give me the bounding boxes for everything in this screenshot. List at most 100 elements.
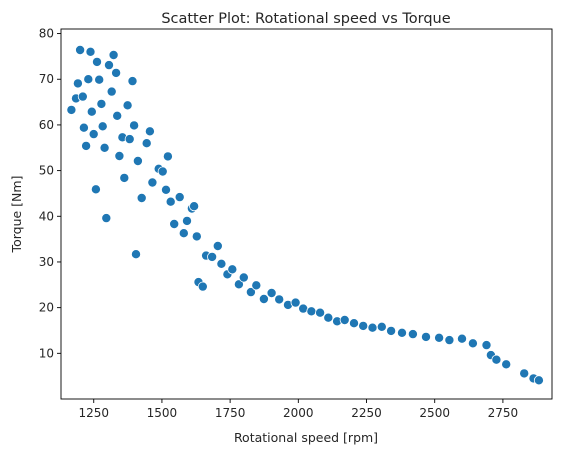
y-axis-label: Torque [Nm] — [9, 176, 24, 254]
data-point — [467, 338, 478, 349]
data-point — [207, 251, 218, 262]
data-point — [238, 272, 249, 283]
data-point — [323, 312, 334, 323]
x-tick-label: 1500 — [147, 406, 178, 420]
data-point — [491, 354, 502, 365]
data-point — [99, 142, 110, 153]
data-point — [169, 218, 180, 229]
data-point — [144, 126, 155, 137]
data-point — [178, 228, 189, 239]
data-point — [66, 104, 77, 115]
data-point — [86, 106, 97, 117]
x-tick-label: 2000 — [283, 406, 314, 420]
data-point — [165, 196, 176, 207]
data-point — [78, 122, 89, 133]
data-point — [227, 264, 238, 275]
data-point — [72, 78, 83, 89]
data-point — [434, 332, 445, 343]
data-point — [136, 192, 147, 203]
data-point — [386, 325, 397, 336]
plot-area — [61, 29, 552, 399]
y-tick-label: 50 — [39, 164, 54, 178]
data-point — [108, 50, 119, 61]
data-point — [96, 98, 107, 109]
x-tick-label: 2750 — [488, 406, 519, 420]
data-point — [112, 110, 123, 121]
data-point — [111, 67, 122, 78]
plot-frame — [60, 28, 553, 400]
data-point — [81, 140, 92, 151]
data-point — [181, 215, 192, 226]
data-point — [97, 121, 108, 132]
x-axis-label: Rotational speed [rpm] — [234, 430, 378, 445]
data-point — [339, 314, 350, 325]
data-point — [251, 280, 262, 291]
data-point — [407, 329, 418, 340]
y-tick-label: 80 — [39, 27, 54, 41]
x-axis-ticks: 1250 1500 1750 2000 2250 2500 2750 — [78, 399, 518, 420]
data-point — [189, 201, 200, 212]
data-point — [75, 45, 86, 56]
y-tick-label: 40 — [39, 209, 54, 223]
data-point — [132, 155, 143, 166]
y-axis-ticks: 10 20 30 40 50 60 70 80 — [39, 27, 61, 360]
points-layer — [66, 45, 544, 386]
data-point — [124, 134, 135, 145]
data-point — [298, 303, 309, 314]
data-point — [88, 129, 99, 140]
data-point — [358, 320, 369, 331]
x-tick-label: 2250 — [351, 406, 382, 420]
data-point — [157, 166, 168, 177]
data-point — [233, 279, 244, 290]
data-point — [245, 287, 256, 298]
x-tick-label: 1250 — [78, 406, 109, 420]
data-point — [162, 151, 173, 162]
data-point — [315, 307, 326, 318]
x-tick-label: 2500 — [419, 406, 450, 420]
data-point — [127, 76, 138, 87]
data-point — [101, 213, 112, 224]
data-point — [216, 258, 227, 269]
data-point — [290, 297, 301, 308]
data-point — [160, 184, 171, 195]
y-tick-label: 10 — [39, 346, 54, 360]
data-point — [129, 120, 140, 131]
data-point — [130, 249, 141, 260]
data-point — [92, 56, 103, 67]
data-point — [456, 333, 467, 344]
data-point — [114, 150, 125, 161]
data-point — [77, 91, 88, 102]
data-point — [348, 318, 359, 329]
y-tick-label: 20 — [39, 301, 54, 315]
x-tick-label: 1750 — [215, 406, 246, 420]
data-point — [147, 177, 158, 188]
data-point — [174, 192, 185, 203]
data-point — [197, 281, 208, 292]
data-point — [420, 331, 431, 342]
data-point — [83, 74, 94, 85]
y-tick-label: 60 — [39, 118, 54, 132]
y-tick-label: 30 — [39, 255, 54, 269]
data-point — [481, 340, 492, 351]
data-point — [266, 287, 277, 298]
data-point — [306, 306, 317, 317]
data-point — [212, 240, 223, 251]
data-point — [376, 321, 387, 332]
data-point — [519, 368, 530, 379]
data-point — [396, 327, 407, 338]
data-point — [90, 184, 101, 195]
data-point — [274, 294, 285, 305]
data-point — [104, 60, 115, 71]
data-point — [501, 359, 512, 370]
data-point — [367, 322, 378, 333]
data-point — [258, 293, 269, 304]
chart-title: Scatter Plot: Rotational speed vs Torque — [161, 11, 450, 27]
data-point — [94, 74, 105, 85]
data-point — [119, 172, 130, 183]
data-point — [444, 335, 455, 346]
y-tick-label: 70 — [39, 72, 54, 86]
data-point — [533, 375, 544, 386]
data-point — [141, 138, 152, 149]
data-point — [106, 86, 117, 97]
